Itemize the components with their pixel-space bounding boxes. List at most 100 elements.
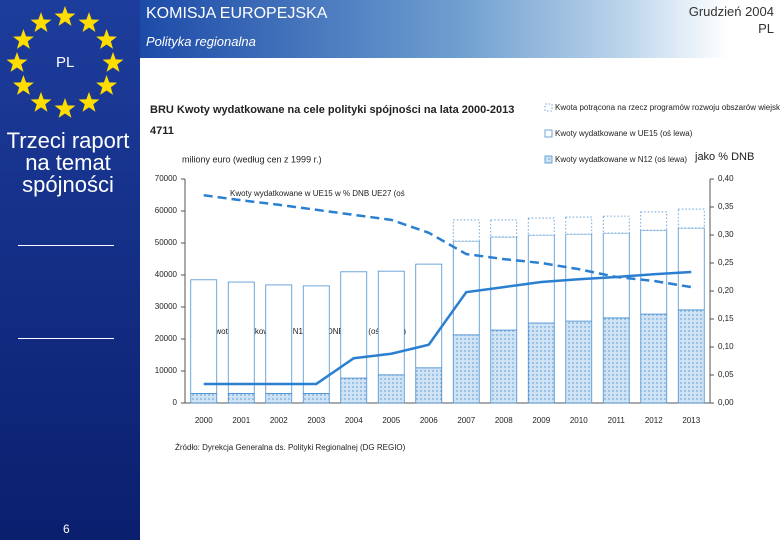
rule <box>18 338 114 339</box>
bar <box>677 208 705 229</box>
source: Źródło: Dyrekcja Generalna ds. Polityki … <box>175 443 406 452</box>
x-tick-label: 2002 <box>270 416 288 425</box>
sidebar: PL Trzeci raport na temat spójności 6 <box>0 0 140 540</box>
annotation: Kwoty wydatkowane w UE15 w % DNB UE27 (o… <box>230 189 405 198</box>
x-tick-label: 2010 <box>570 416 588 425</box>
x-tick-label: 2006 <box>420 416 438 425</box>
x-tick-label: 2007 <box>457 416 475 425</box>
y-axis-label: miliony euro (według cen z 1999 r.) <box>182 154 322 164</box>
star <box>102 52 124 72</box>
y2-tick-label: 0,25 <box>718 258 734 267</box>
bar <box>602 317 630 404</box>
star <box>78 91 100 112</box>
bar <box>527 234 555 324</box>
bar <box>490 236 518 331</box>
legend-label: Kwoty wydatkowane w N12 (oś lewa) <box>555 155 687 164</box>
x-tick-label: 2005 <box>382 416 400 425</box>
x-tick-label: 2012 <box>645 416 663 425</box>
bar <box>640 229 668 315</box>
bar <box>452 219 480 242</box>
bar <box>340 271 368 379</box>
x-tick-label: 2004 <box>345 416 363 425</box>
eu-stars <box>6 6 124 118</box>
y2-tick-label: 0,30 <box>718 230 734 239</box>
org: KOMISJA EUROPEJSKA <box>146 5 328 22</box>
bar <box>377 374 405 404</box>
chart-subtitle: 4711 <box>150 125 174 137</box>
legend-label: Kwota potrącona na rzecz programów rozwo… <box>555 103 780 112</box>
bar <box>415 263 443 369</box>
bar <box>377 270 405 376</box>
star <box>96 29 118 49</box>
legend-swatch <box>544 129 553 138</box>
y-tick-label: 20000 <box>155 334 178 343</box>
lang: PL <box>758 21 774 36</box>
chart: BRU Kwoty wydatkowane na cele polityki s… <box>150 103 780 452</box>
y2-tick-label: 0,40 <box>718 174 734 183</box>
bar <box>302 392 330 404</box>
bar <box>640 211 668 231</box>
bar <box>340 377 368 404</box>
y-tick-label: 70000 <box>155 174 178 183</box>
chart-title: BRU Kwoty wydatkowane na cele polityki s… <box>150 104 514 116</box>
y2-tick-label: 0,00 <box>718 398 734 407</box>
bar <box>490 219 518 238</box>
unit: Polityka regionalna <box>146 34 256 49</box>
star <box>30 12 52 33</box>
star <box>96 75 118 95</box>
x-tick-label: 2013 <box>682 416 700 425</box>
star <box>30 91 52 112</box>
star <box>12 75 34 95</box>
y-tick-label: 10000 <box>155 366 178 375</box>
legend-swatch <box>544 155 553 164</box>
y2-tick-label: 0,05 <box>718 370 734 379</box>
bar <box>640 313 668 404</box>
star <box>6 52 28 72</box>
star <box>54 98 76 118</box>
bar <box>490 329 518 404</box>
legend-label: Kwoty wydatkowane w UE15 (oś lewa) <box>555 129 693 138</box>
bar <box>565 216 593 235</box>
y2-tick-label: 0,35 <box>718 202 734 211</box>
x-tick-label: 2000 <box>195 416 213 425</box>
bar <box>677 227 705 311</box>
y2-tick-label: 0,15 <box>718 314 734 323</box>
y2-tick-label: 0,20 <box>718 286 734 295</box>
rule <box>18 245 114 246</box>
sidebar-title: Trzeci raport na temat spójności <box>6 128 130 197</box>
x-tick-label: 2003 <box>307 416 325 425</box>
bar <box>227 392 255 404</box>
y-tick-label: 50000 <box>155 238 178 247</box>
line <box>203 270 692 386</box>
bar <box>452 334 480 404</box>
bar <box>265 284 293 394</box>
bar <box>190 392 218 404</box>
page-number: 6 <box>63 522 70 536</box>
y-tick-label: 40000 <box>155 270 178 279</box>
lang: PL <box>56 54 75 71</box>
star <box>12 29 34 49</box>
y2-tick-label: 0,10 <box>718 342 734 351</box>
bar <box>565 320 593 404</box>
bar <box>227 281 255 394</box>
x-tick-label: 2009 <box>532 416 550 425</box>
star <box>54 6 76 26</box>
star <box>78 12 100 33</box>
bar <box>265 392 293 404</box>
bar <box>527 217 555 236</box>
y-tick-label: 60000 <box>155 206 178 215</box>
bar <box>527 322 555 404</box>
bar <box>190 279 218 394</box>
legend-swatch <box>544 103 553 112</box>
x-tick-label: 2008 <box>495 416 513 425</box>
y-tick-label: 0 <box>173 398 178 407</box>
bar <box>415 367 443 404</box>
bar <box>677 309 705 404</box>
x-tick-label: 2011 <box>608 416 626 425</box>
x-tick-label: 2001 <box>232 416 250 425</box>
date: Grudzień 2004 <box>688 4 774 19</box>
y-tick-label: 30000 <box>155 302 178 311</box>
bar <box>602 215 630 234</box>
bar <box>302 285 330 394</box>
